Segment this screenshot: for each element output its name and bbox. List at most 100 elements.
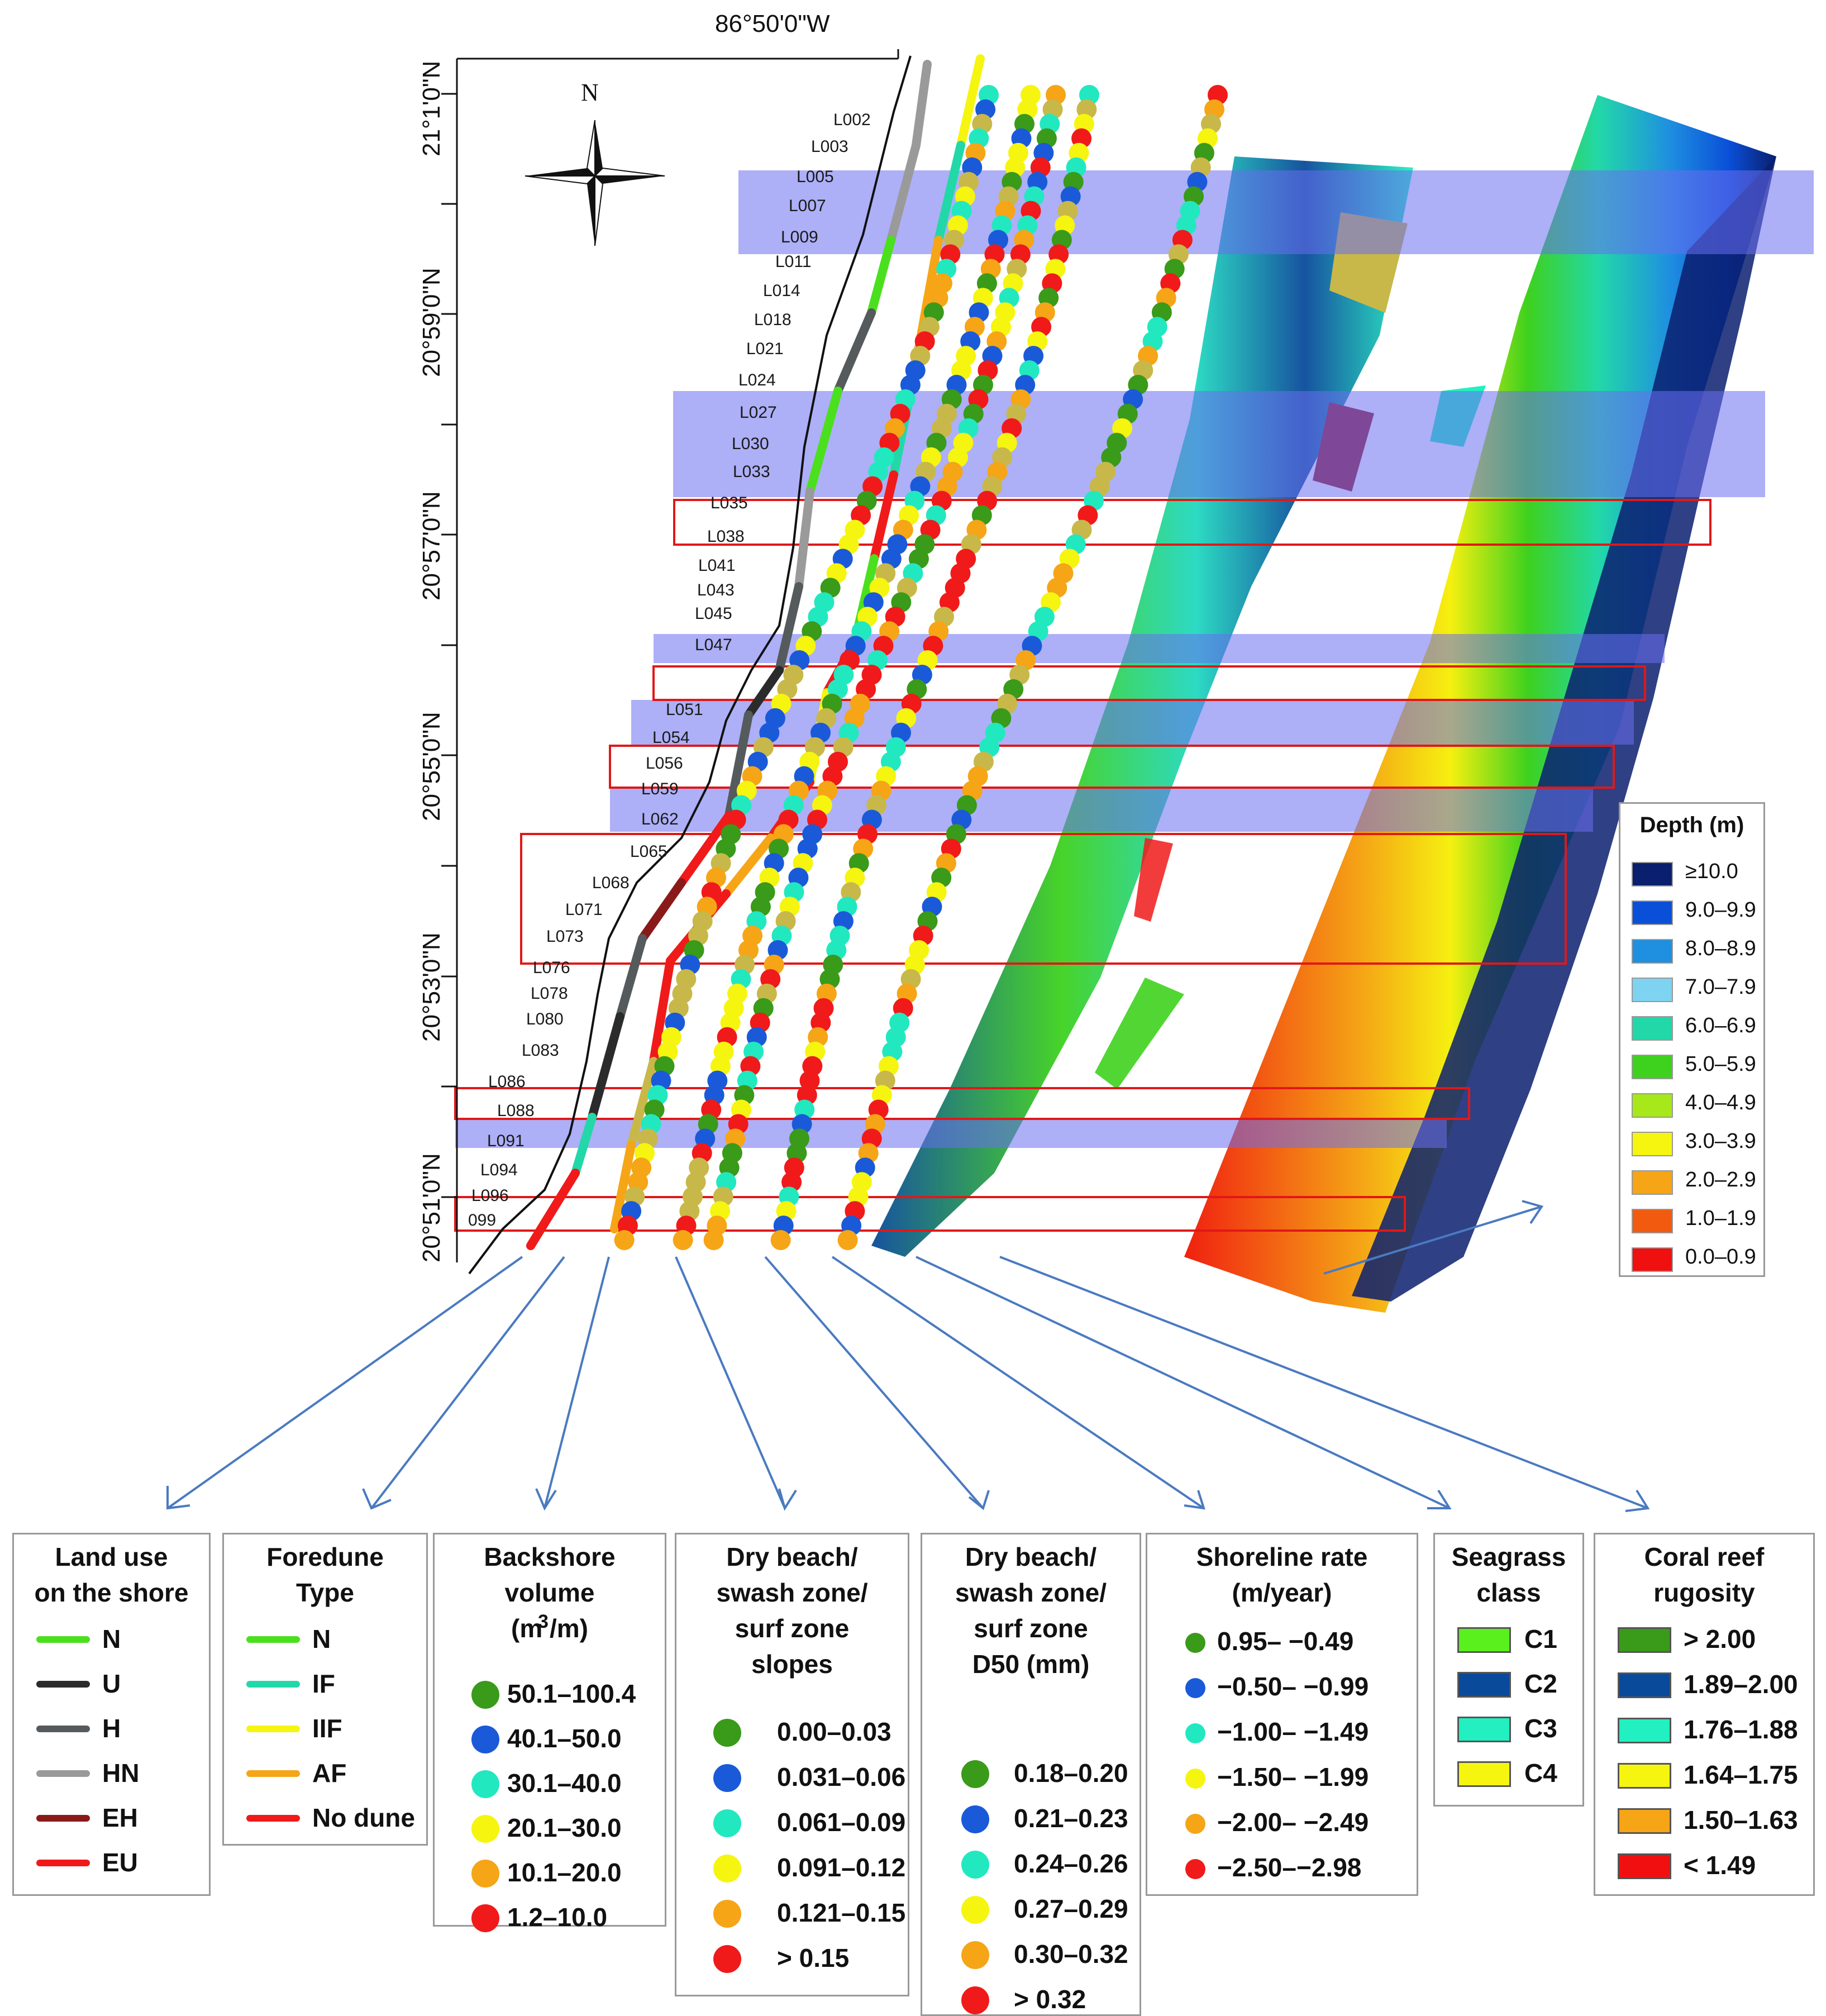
profile-label: L059 <box>641 780 679 798</box>
track-dot <box>837 1230 858 1250</box>
profile-label: L073 <box>546 927 584 946</box>
legend-label: IF <box>312 1669 335 1698</box>
profile-label: L018 <box>754 311 792 329</box>
legend-label: 0.24–0.26 <box>1014 1849 1128 1878</box>
legend-land-use: Land use on the shore N U H HN EH EU <box>12 1533 211 1896</box>
slopes-title-1: Dry beach/ <box>726 1542 858 1571</box>
legend-swatch <box>1185 1633 1205 1653</box>
legend-slopes: Dry beach/ swash zone/ surf zone slopes … <box>675 1533 909 1996</box>
legend-label: N <box>102 1624 121 1653</box>
legend-arrow-heads <box>166 1200 1650 1512</box>
legend-swatch <box>961 1851 989 1879</box>
highlight-bands <box>455 170 1814 1148</box>
profile-label: L054 <box>652 728 690 747</box>
legend-label: EH <box>102 1803 138 1832</box>
legend-label: C2 <box>1524 1669 1557 1698</box>
profile-label: L007 <box>789 197 826 215</box>
depth-swatch <box>1632 1093 1673 1118</box>
legend-label: H <box>102 1714 121 1743</box>
profile-label: L003 <box>811 137 848 156</box>
legend-swatch <box>36 1636 90 1643</box>
latitude-label-5: 20°53'0"N <box>418 932 445 1042</box>
profile-label: L051 <box>666 700 703 719</box>
profile-label: L035 <box>711 494 748 512</box>
legend-label: > 0.32 <box>1014 1985 1086 2014</box>
legend-label: N <box>312 1624 331 1653</box>
legend-label: IIF <box>312 1714 342 1743</box>
legend-label: C3 <box>1524 1714 1557 1743</box>
depth-swatch <box>1632 862 1673 887</box>
depth-label: 2.0–2.9 <box>1685 1168 1756 1192</box>
legend-label: 0.121–0.15 <box>777 1898 906 1927</box>
legend-label: > 0.15 <box>777 1943 850 1972</box>
legend-swatch <box>471 1726 499 1753</box>
latitude-label-2: 20°59'0"N <box>418 268 445 377</box>
foredune-title-2: Type <box>296 1578 354 1607</box>
legend-label: −2.00– −2.49 <box>1217 1808 1369 1837</box>
profile-label: L086 <box>488 1073 526 1091</box>
legend-swatch <box>1618 1808 1671 1834</box>
legend-swatch <box>713 1719 741 1747</box>
legend-arrows <box>166 1205 1648 1509</box>
profile-label: L045 <box>695 604 732 623</box>
foredune-title-1: Foredune <box>266 1542 384 1571</box>
legend-label: 0.21–0.23 <box>1014 1804 1128 1833</box>
legend-swatch <box>961 1941 989 1969</box>
longitude-label: 86°50'0"W <box>715 10 830 37</box>
legend-label: 0.27–0.29 <box>1014 1894 1128 1923</box>
profile-label: L033 <box>733 463 770 481</box>
depth-swatch <box>1632 1016 1673 1041</box>
depth-label: 3.0–3.9 <box>1685 1129 1756 1153</box>
legend-label: C4 <box>1524 1758 1557 1788</box>
map-frame <box>441 49 899 1262</box>
legend-swatch <box>246 1726 300 1732</box>
legend-swatch <box>36 1770 90 1777</box>
legend-swatch <box>961 1805 989 1833</box>
depth-label: 0.0–0.9 <box>1685 1245 1756 1269</box>
profile-label: L021 <box>746 340 784 358</box>
legend-label: −2.50–−2.98 <box>1217 1853 1362 1882</box>
d50-title-3: surf zone <box>974 1614 1088 1643</box>
legend-label: 40.1–50.0 <box>507 1724 622 1753</box>
seagrass-patch-4 <box>1095 978 1184 1089</box>
profile-label: L056 <box>646 754 683 773</box>
legend-label: 1.50–1.63 <box>1684 1805 1798 1834</box>
profile-label: L027 <box>740 403 777 422</box>
legend-label: 50.1–100.4 <box>507 1679 636 1708</box>
coral-title-2: rugosity <box>1653 1578 1755 1607</box>
seagrass-patch-5 <box>1134 838 1173 922</box>
depth-label: 9.0–9.9 <box>1685 898 1756 922</box>
legend-swatch <box>1457 1627 1511 1653</box>
legend-swatch <box>1185 1769 1205 1789</box>
legend-seagrass: Seagrass class C1 C2 C3 C4 <box>1433 1533 1584 1807</box>
legend-label: 30.1–40.0 <box>507 1769 622 1798</box>
legend-swatch <box>246 1770 300 1777</box>
legend-swatch <box>36 1860 90 1866</box>
legend-swatch <box>713 1945 741 1973</box>
latitude-label-6: 20°51'0"N <box>418 1153 445 1262</box>
coral-title-1: Coral reef <box>1644 1542 1765 1571</box>
latitude-label-4: 20°55'0"N <box>418 712 445 821</box>
depth-swatch <box>1632 1170 1673 1195</box>
legend-swatch <box>1618 1627 1671 1653</box>
profile-label: L011 <box>775 252 812 271</box>
legend-label: 0.091–0.12 <box>777 1853 906 1882</box>
legend-label: 0.031–0.06 <box>777 1762 906 1791</box>
legend-swatch <box>246 1636 300 1643</box>
profile-label: L091 <box>487 1132 525 1150</box>
legend-swatch <box>1185 1859 1205 1879</box>
profile-label: L024 <box>738 371 776 389</box>
depth-label: 8.0–8.9 <box>1685 937 1756 960</box>
legend-swatch <box>1185 1723 1205 1743</box>
legend-label: 0.061–0.09 <box>777 1808 906 1837</box>
slopes-title-4: slopes <box>751 1650 833 1679</box>
profile-label: L038 <box>707 527 745 546</box>
legend-swatch <box>1457 1672 1511 1698</box>
legend-swatch <box>961 1896 989 1924</box>
legend-swatch <box>1457 1761 1511 1787</box>
land-use-track <box>526 60 932 1250</box>
legend-swatch <box>471 1904 499 1932</box>
legend-foredune: Foredune Type N IF IIF AF No dune <box>222 1533 428 1846</box>
backshore-title-1: Backshore <box>484 1542 616 1571</box>
